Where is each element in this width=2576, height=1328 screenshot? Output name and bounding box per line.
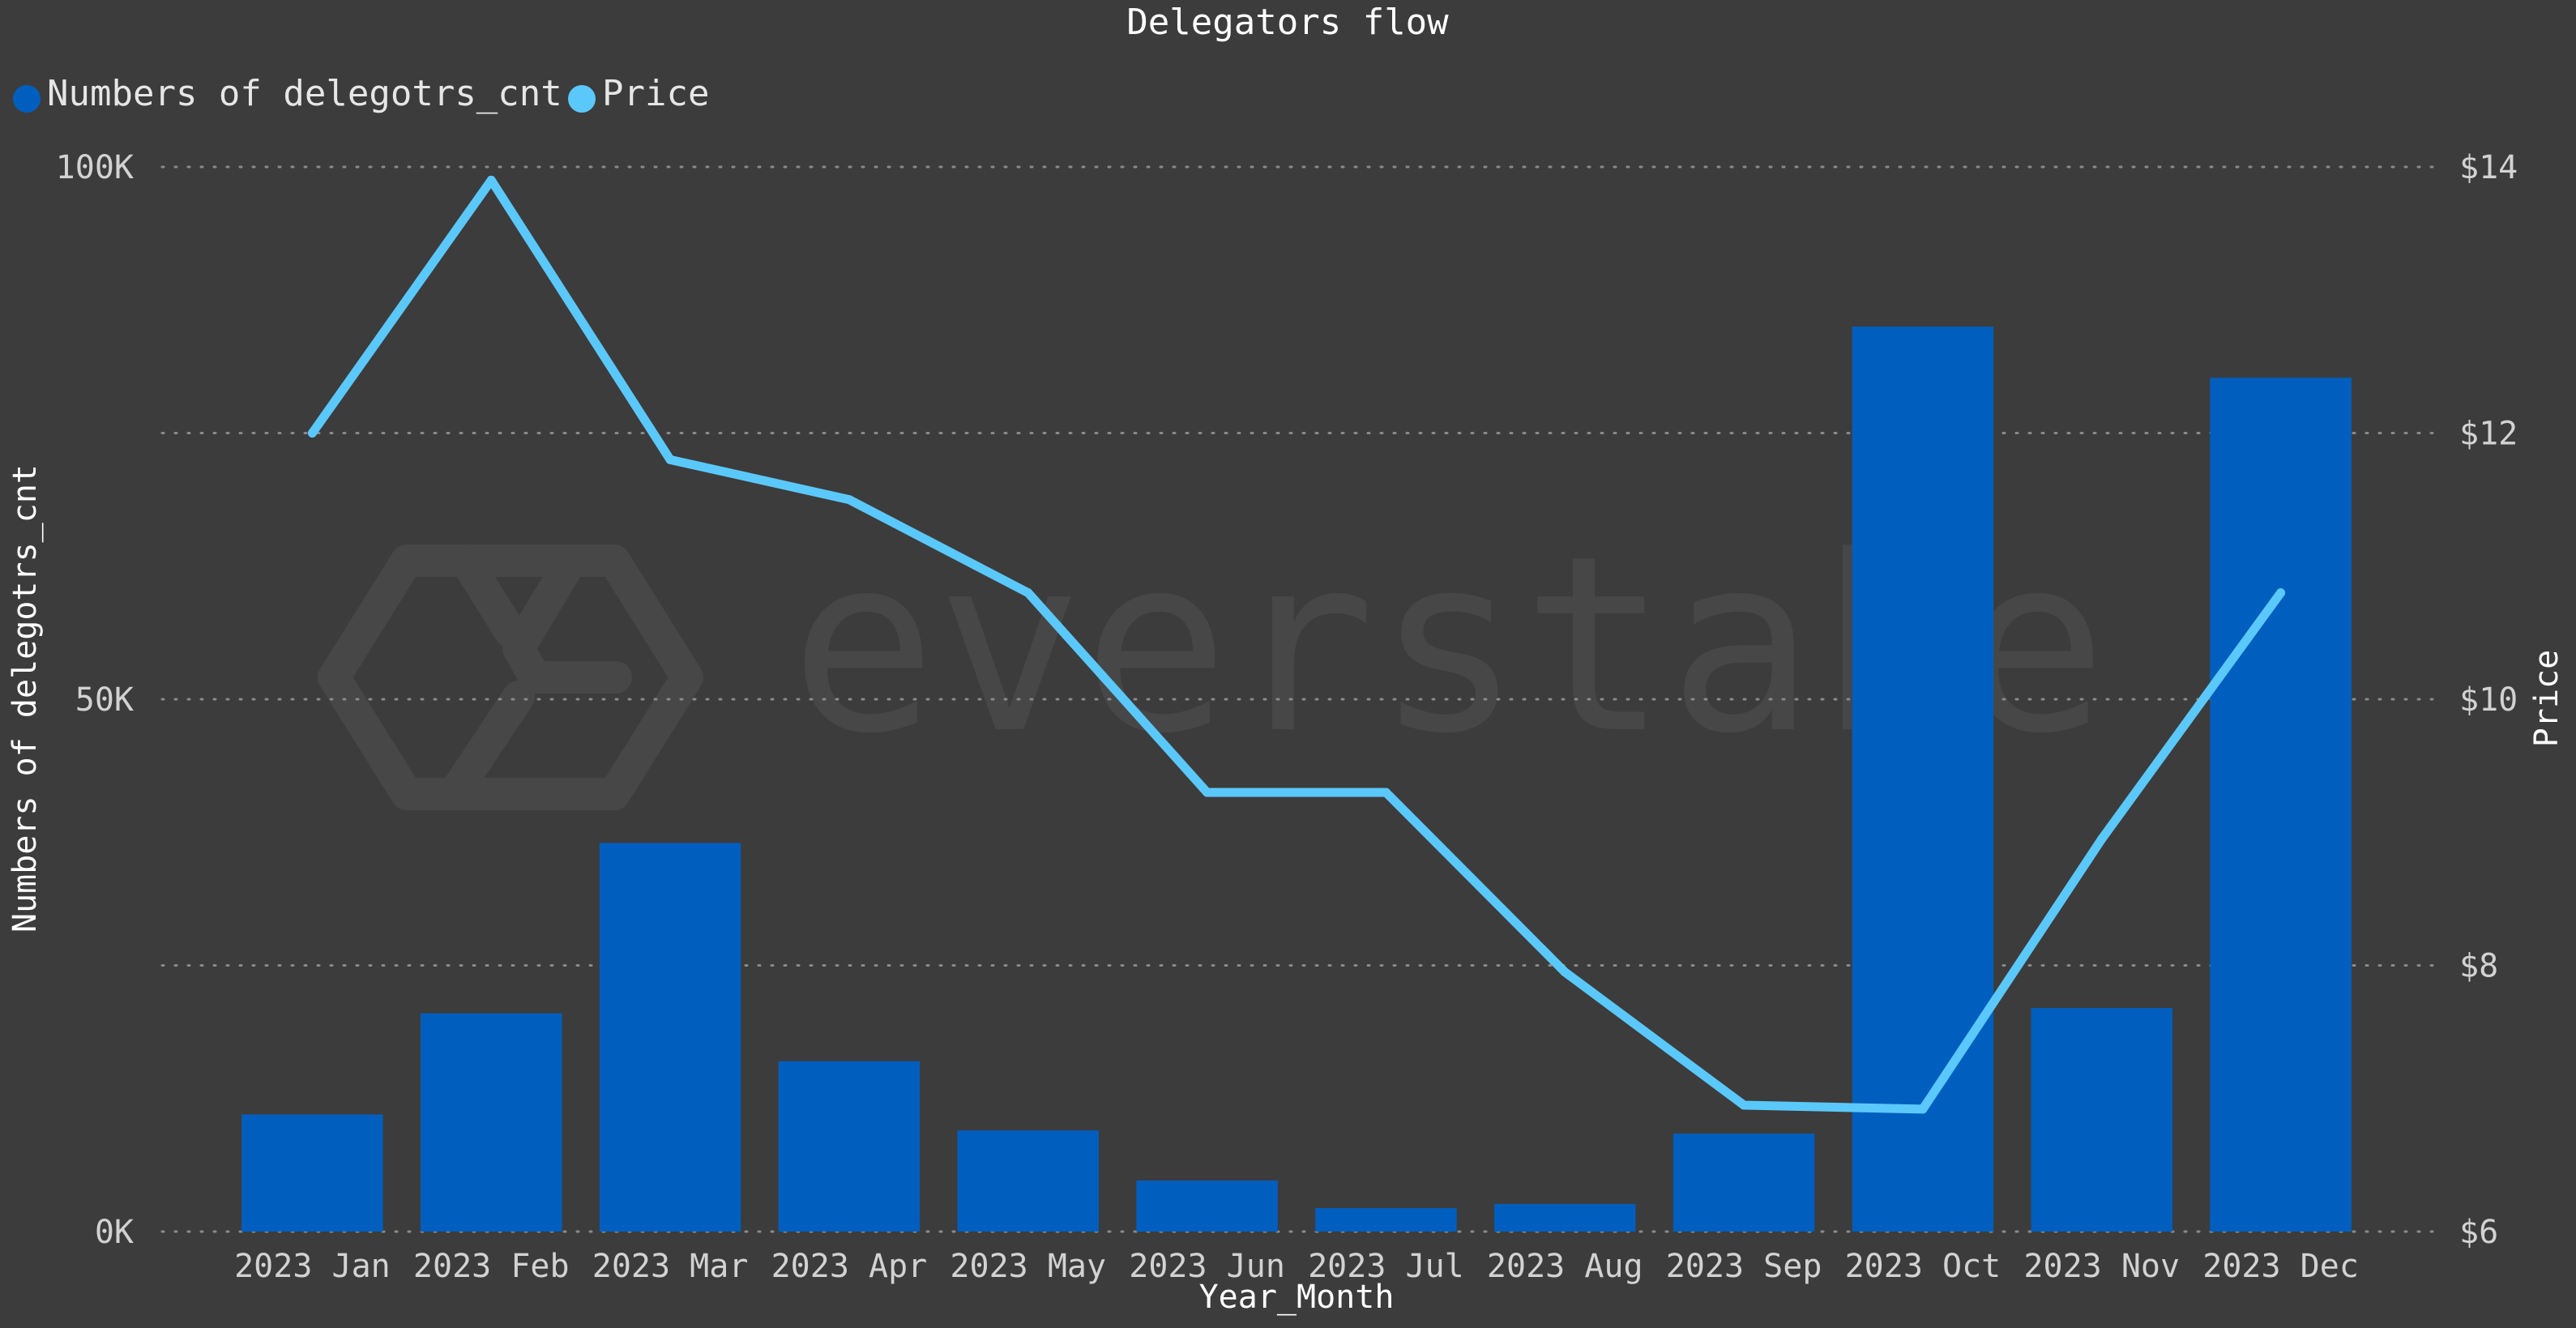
price-point-0 (307, 429, 317, 438)
left-axis-title: Numbers of delegotrs_cnt (6, 464, 44, 933)
right-tick-label-2: $10 (2459, 681, 2518, 719)
price-line (307, 175, 2286, 1114)
price-point-3 (844, 495, 854, 505)
price-point-1 (486, 175, 496, 185)
price-point-9 (1918, 1104, 1928, 1114)
watermark-logo-stroke-3 (438, 681, 535, 810)
price-point-6 (1381, 788, 1391, 797)
x-tick-label-11: 2023 Dec (2202, 1248, 2359, 1285)
right-tick-label-4: $14 (2459, 149, 2518, 186)
left-axis-ticks: 0K 50K 100K (56, 149, 134, 1251)
legend-label-bars: Numbers of delegotrs_cnt (47, 73, 562, 114)
x-tick-label-3: 2023 Apr (771, 1248, 928, 1285)
x-tick-label-0: 2023 Jan (234, 1248, 391, 1285)
price-point-2 (665, 455, 675, 464)
price-point-5 (1203, 788, 1212, 797)
bar-9 (1852, 327, 1994, 1232)
price-point-10 (2097, 834, 2107, 843)
x-tick-label-5: 2023 Jun (1129, 1248, 1285, 1285)
bar-0 (241, 1114, 383, 1232)
x-tick-label-1: 2023 Feb (413, 1248, 570, 1285)
bar-2 (599, 843, 741, 1232)
bar-7 (1494, 1203, 1636, 1232)
left-tick-label-1: 50K (75, 681, 134, 719)
watermark-logo-stroke-1 (454, 551, 527, 648)
right-axis-ticks: $6 $8 $10 $12 $14 (2459, 149, 2518, 1251)
left-tick-label-2: 100K (56, 149, 134, 186)
x-axis-ticks: 2023 Jan 2023 Feb 2023 Mar 2023 Apr 2023 May… (234, 1248, 2359, 1285)
price-point-11 (2276, 588, 2286, 598)
x-tick-label-7: 2023 Aug (1487, 1248, 1643, 1285)
price-point-4 (1023, 588, 1033, 598)
right-tick-label-0: $6 (2459, 1214, 2498, 1251)
legend: Numbers of delegotrs_cnt Price (13, 73, 709, 114)
watermark-logo-stroke-2 (502, 551, 632, 694)
right-axis-title: Price (2528, 650, 2565, 747)
bar-6 (1315, 1208, 1457, 1232)
bar-11 (2210, 378, 2352, 1232)
watermark-logo (318, 544, 703, 810)
x-tick-label-4: 2023 May (950, 1248, 1106, 1285)
x-tick-label-9: 2023 Oct (1845, 1248, 2001, 1285)
price-point-8 (1739, 1100, 1749, 1110)
right-tick-label-3: $12 (2459, 416, 2518, 453)
bar-3 (778, 1061, 921, 1232)
bar-4 (957, 1130, 1099, 1232)
chart-title: Delegators flow (1126, 2, 1449, 43)
bar-8 (1672, 1134, 1815, 1232)
bar-10 (2031, 1008, 2172, 1232)
x-tick-label-10: 2023 Nov (2023, 1248, 2180, 1285)
bar-5 (1136, 1180, 1278, 1232)
legend-label-price: Price (602, 73, 709, 114)
bar-series (241, 327, 2352, 1232)
x-axis-title: Year_Month (1199, 1279, 1395, 1316)
bar-1 (421, 1013, 562, 1232)
watermark: everstake (318, 504, 2108, 810)
legend-marker-bars (13, 85, 41, 113)
left-tick-label-0: 0K (95, 1214, 134, 1251)
right-tick-label-1: $8 (2459, 948, 2498, 985)
x-tick-label-8: 2023 Sep (1666, 1248, 1822, 1285)
line-series (307, 175, 2286, 1114)
legend-marker-price (568, 85, 596, 113)
price-point-7 (1560, 967, 1570, 977)
x-tick-label-2: 2023 Mar (592, 1248, 749, 1285)
x-tick-label-6: 2023 Jul (1308, 1248, 1464, 1285)
